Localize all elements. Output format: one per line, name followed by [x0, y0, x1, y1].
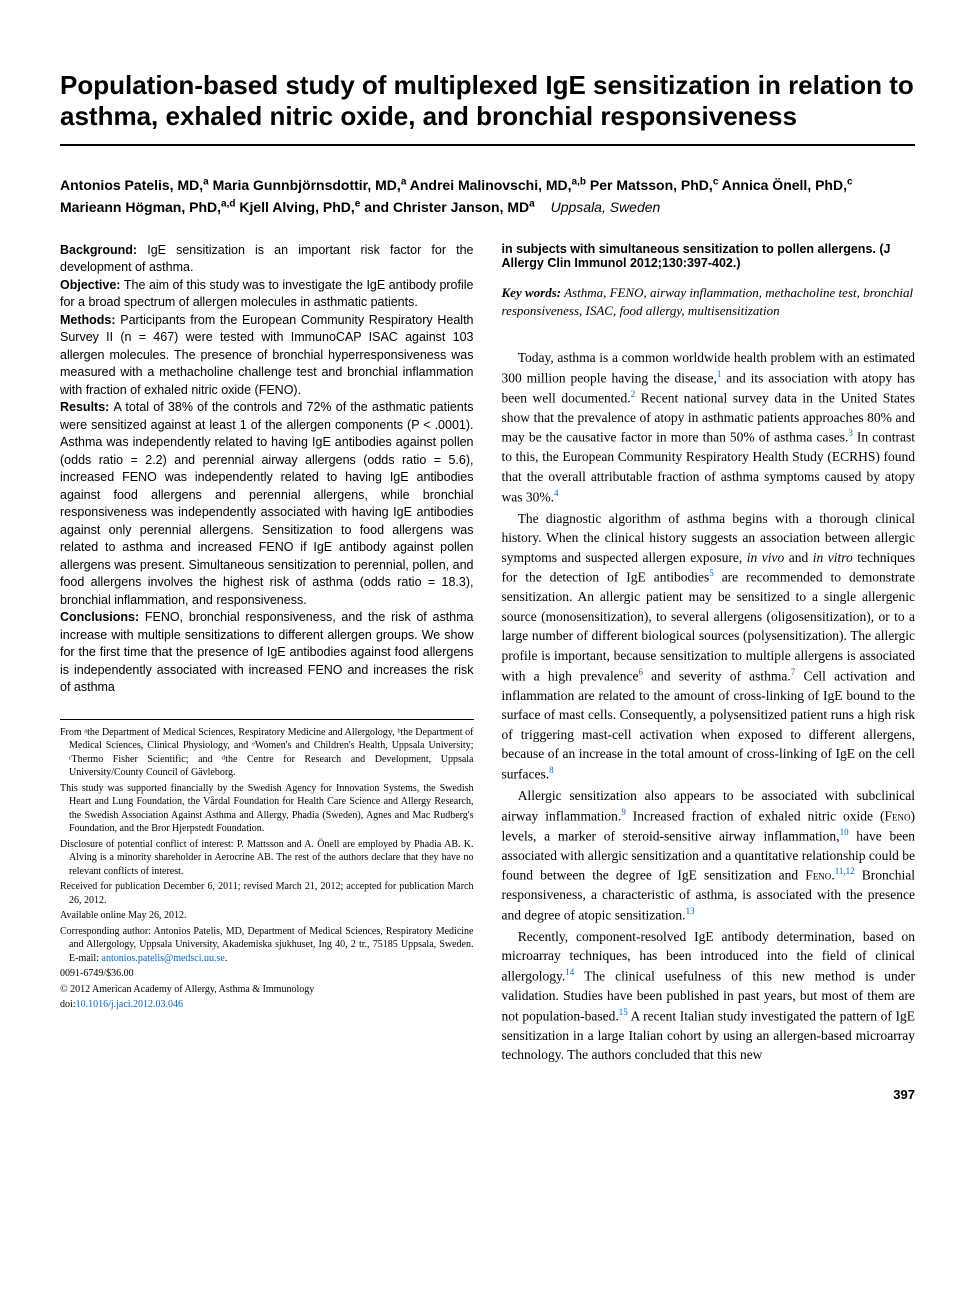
footnote-doi: doi:10.1016/j.jaci.2012.03.046: [60, 998, 474, 1012]
keywords-text: Asthma, FENO, airway inflammation, metha…: [502, 285, 914, 318]
keywords-label: Key words:: [502, 285, 562, 300]
two-column-layout: Background: IgE sensitization is an impo…: [60, 242, 915, 1067]
abs-meth-label: Methods:: [60, 313, 120, 327]
article-title: Population-based study of multiplexed Ig…: [60, 70, 915, 132]
footnotes: From ᵃthe Department of Medical Sciences…: [60, 726, 474, 1012]
title-rule: [60, 144, 915, 146]
doi-link[interactable]: 10.1016/j.jaci.2012.03.046: [76, 999, 184, 1010]
body-p1: Today, asthma is a common worldwide heal…: [502, 348, 916, 507]
body-text: Today, asthma is a common worldwide heal…: [502, 348, 916, 1065]
footnote-corresponding: Corresponding author: Antonios Patelis, …: [60, 925, 474, 966]
authors-block: Antonios Patelis, MD,a Maria Gunnbjörnsd…: [60, 174, 915, 217]
footnote-rule: [60, 719, 474, 720]
footnote-coi: Disclosure of potential conflict of inte…: [60, 838, 474, 879]
footnote-online: Available online May 26, 2012.: [60, 909, 474, 923]
body-p3: Allergic sensitization also appears to b…: [502, 786, 916, 925]
abstract: Background: IgE sensitization is an impo…: [60, 242, 474, 697]
keywords-block: Key words: Asthma, FENO, airway inflamma…: [502, 284, 916, 320]
abs-conc-label: Conclusions:: [60, 610, 145, 624]
footnote-copyright: © 2012 American Academy of Allergy, Asth…: [60, 983, 474, 997]
footnote-received: Received for publication December 6, 201…: [60, 880, 474, 907]
abs-meth-text: Participants from the European Community…: [60, 313, 474, 397]
abs-res-text: A total of 38% of the controls and 72% o…: [60, 400, 474, 607]
abs-obj-label: Objective:: [60, 278, 124, 292]
corresponding-email-link[interactable]: antonios.patelis@medsci.uu.se: [102, 953, 225, 964]
page-number: 397: [60, 1087, 915, 1102]
body-p4: Recently, component-resolved IgE antibod…: [502, 927, 916, 1065]
footnote-from: From ᵃthe Department of Medical Sciences…: [60, 726, 474, 780]
footnote-support: This study was supported financially by …: [60, 782, 474, 836]
abs-bg-label: Background:: [60, 243, 147, 257]
left-column: Background: IgE sensitization is an impo…: [60, 242, 474, 1067]
authors-list: Antonios Patelis, MD,a Maria Gunnbjörnsd…: [60, 177, 853, 215]
abs-res-label: Results:: [60, 400, 114, 414]
body-p2: The diagnostic algorithm of asthma begin…: [502, 509, 916, 784]
right-column: in subjects with simultaneous sensitizat…: [502, 242, 916, 1067]
abstract-continuation: in subjects with simultaneous sensitizat…: [502, 242, 916, 270]
footnote-issn: 0091-6749/$36.00: [60, 967, 474, 981]
authors-location: Uppsala, Sweden: [551, 199, 661, 215]
